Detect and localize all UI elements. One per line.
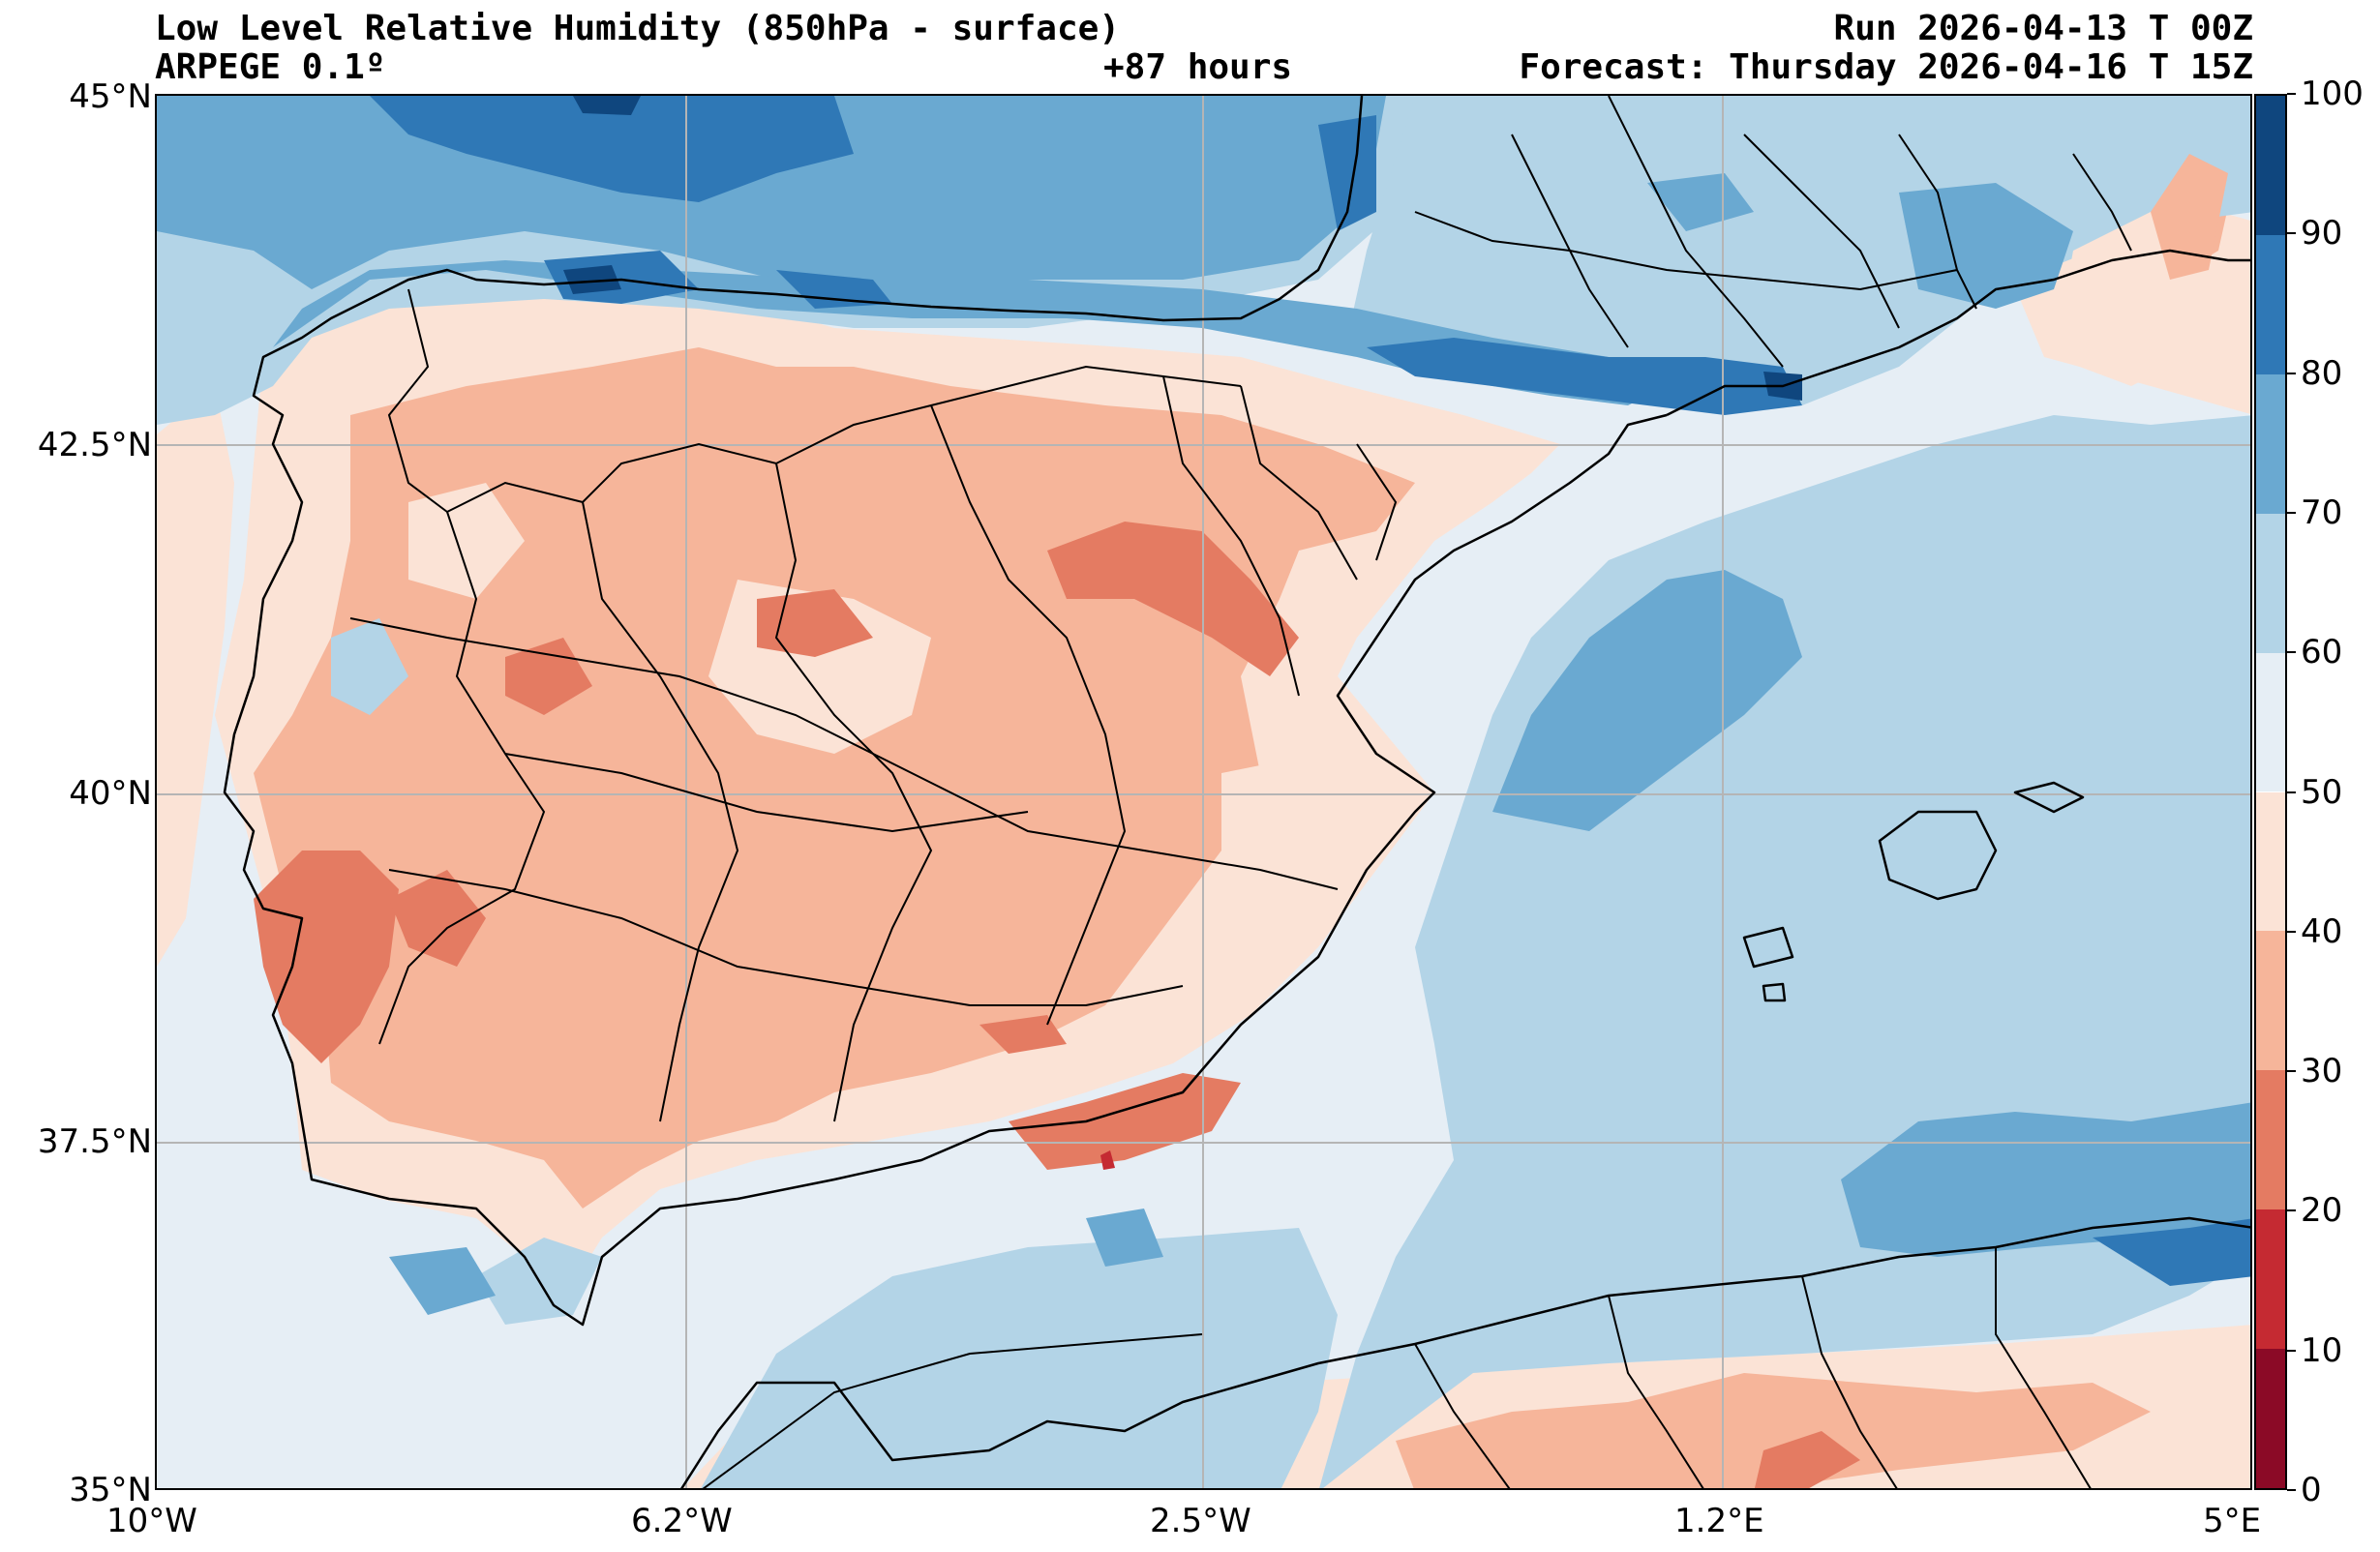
colorbar-segment-30-40 bbox=[2256, 931, 2285, 1071]
colorbar-tick bbox=[2287, 1209, 2296, 1212]
colorbar-label-30: 30 bbox=[2301, 1052, 2343, 1091]
colorbar-label-20: 20 bbox=[2301, 1191, 2343, 1231]
colorbar-label-90: 90 bbox=[2301, 214, 2343, 254]
colorbar-tick bbox=[2287, 651, 2296, 654]
run-label: Run 2026-04-13 T 00Z bbox=[1833, 9, 2253, 48]
pyrenees-80-90 bbox=[1367, 338, 1802, 415]
colorbar-segment-80-90 bbox=[2256, 234, 2285, 374]
lat-label-42-5: 42.5°N bbox=[37, 426, 152, 464]
colorbar-tick bbox=[2287, 232, 2296, 235]
lon-label-5e: 5°E bbox=[2203, 1502, 2262, 1540]
lisbon-20-30 bbox=[254, 851, 399, 1063]
colorbar-label-60: 60 bbox=[2301, 633, 2343, 672]
lead-time-label: +87 hours bbox=[1103, 47, 1293, 87]
lon-label-1-2e: 1.2°E bbox=[1674, 1502, 1764, 1540]
gridlines bbox=[157, 96, 2250, 1488]
colorbar-label-0: 0 bbox=[2301, 1471, 2322, 1509]
colorbar-segment-0-10 bbox=[2256, 1349, 2285, 1488]
south-med-70-80 bbox=[1841, 1102, 2250, 1257]
bay-of-biscay-80-90 bbox=[370, 96, 854, 202]
colorbar-tick bbox=[2287, 93, 2296, 95]
colorbar-tick bbox=[2287, 511, 2296, 514]
colorbar-tick bbox=[2287, 372, 2296, 374]
lon-label-10w: 10°W bbox=[106, 1502, 197, 1540]
lat-label-37-5: 37.5°N bbox=[37, 1122, 152, 1161]
model-label: ARPEGE 0.1º bbox=[155, 47, 386, 87]
coastlines bbox=[223, 96, 2250, 1488]
balearic-sea-70-80 bbox=[1492, 570, 1802, 831]
lon-label-6-2w: 6.2°W bbox=[631, 1502, 733, 1540]
colorbar-segment-90-100 bbox=[2256, 96, 2285, 235]
colorbar-label-10: 10 bbox=[2301, 1330, 2343, 1370]
colorbar-segment-20-30 bbox=[2256, 1070, 2285, 1210]
west-atlantic-40-50 bbox=[157, 386, 234, 967]
colorbar-label-40: 40 bbox=[2301, 911, 2343, 951]
colorbar-tick bbox=[2287, 791, 2296, 793]
granada-10-20 bbox=[1100, 1150, 1115, 1170]
region-borders bbox=[349, 96, 2132, 1488]
colorbar-label-50: 50 bbox=[2301, 772, 2343, 812]
colorbar-segment-50-60 bbox=[2256, 652, 2285, 792]
iberian-range-20-30 bbox=[1047, 522, 1299, 676]
colorbar-label-80: 80 bbox=[2301, 353, 2343, 393]
humidity-map-svg bbox=[157, 96, 2250, 1488]
colorbar-segment-10-20 bbox=[2256, 1209, 2285, 1350]
colorbar-segment-70-80 bbox=[2256, 373, 2285, 514]
lat-label-35: 35°N bbox=[69, 1471, 152, 1509]
map-title: Low Level Relative Humidity (850hPa - su… bbox=[155, 9, 1120, 48]
colorbar-label-100: 100 bbox=[2301, 75, 2364, 113]
lat-label-40: 40°N bbox=[69, 774, 152, 813]
colorbar-segment-40-50 bbox=[2256, 791, 2285, 932]
colorbar bbox=[2254, 94, 2287, 1490]
colorbar-tick bbox=[2287, 1070, 2296, 1073]
cantabrian-70-80 bbox=[273, 260, 1667, 405]
lon-label-2-5w: 2.5°W bbox=[1150, 1502, 1251, 1540]
lat-label-45: 45°N bbox=[69, 77, 152, 116]
colorbar-tick bbox=[2287, 1489, 2296, 1491]
forecast-label: Forecast: Thursday 2026-04-16 T 15Z bbox=[1519, 47, 2253, 87]
alboran-60-70 bbox=[701, 1228, 1338, 1488]
colorbar-tick bbox=[2287, 1349, 2296, 1352]
atlas-30-40 bbox=[1396, 1373, 2151, 1488]
colorbar-tick bbox=[2287, 930, 2296, 933]
colorbar-label-70: 70 bbox=[2301, 492, 2343, 532]
france-60-70 bbox=[1347, 96, 2250, 405]
humidity-map bbox=[155, 94, 2252, 1490]
colorbar-segment-60-70 bbox=[2256, 513, 2285, 653]
